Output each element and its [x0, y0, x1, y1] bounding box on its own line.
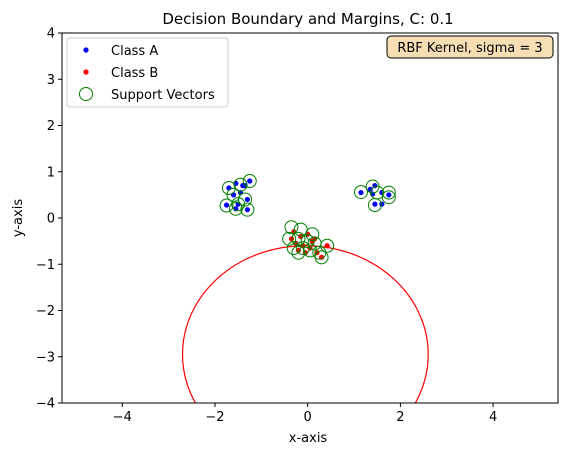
class-a-point: [358, 189, 364, 196]
y-tick-label: −1: [36, 258, 55, 273]
legend-frame: [66, 37, 229, 108]
support-vector-marker: [286, 241, 301, 256]
support-vector-marker: [282, 231, 297, 246]
decision-boundary-curve: [181, 245, 429, 403]
support-vector-marker: [381, 190, 396, 205]
support-vector-marker: [296, 241, 311, 256]
support-vector-marker: [303, 243, 317, 258]
support-vector-marker: [284, 220, 299, 235]
x-tick-label: 2: [396, 410, 404, 425]
class-b-point: [324, 243, 330, 249]
y-tick-label: 2: [47, 119, 55, 134]
chart-title: Decision Boundary and Margins, C: 0.1: [162, 10, 453, 28]
class-a-point: [244, 207, 251, 213]
y-tick-label: 0: [47, 212, 55, 227]
support-vector-marker: [242, 174, 257, 188]
support-vector-marker: [314, 250, 329, 265]
legend-marker-class-b: [83, 69, 89, 75]
class-a-point: [247, 178, 253, 184]
support-vector-marker: [300, 234, 315, 249]
class-a-point: [386, 192, 392, 198]
y-axis-label: y-axis: [11, 199, 26, 237]
support-vector-markers: [219, 174, 396, 265]
y-tick-label: 4: [47, 27, 55, 42]
x-tick-label: 0: [304, 410, 312, 425]
support-vector-marker: [291, 245, 306, 260]
y-tick-label: 3: [47, 73, 55, 88]
support-vector-marker: [219, 198, 234, 213]
x-tick-label: −2: [205, 410, 224, 425]
y-tick-label: −3: [36, 350, 55, 365]
support-vector-marker: [353, 185, 368, 200]
class-a-point: [379, 201, 385, 207]
support-vector-marker: [233, 177, 248, 192]
y-tick-label: −4: [36, 397, 55, 412]
support-vector-marker: [381, 185, 396, 200]
y-axis-ticks: −4 −3 −2 −1 0 1 2 3 4: [36, 27, 62, 412]
legend-label-class-a: Class A: [111, 44, 158, 59]
support-vector-marker: [367, 198, 382, 213]
class-a-point: [223, 202, 230, 208]
class-a-point: [244, 196, 251, 203]
x-tick-label: −4: [113, 410, 132, 425]
legend-marker-class-a: [83, 47, 89, 53]
annotation-box: [386, 35, 554, 59]
support-vector-marker: [240, 202, 255, 217]
support-vector-marker: [291, 231, 306, 246]
plot-area: [181, 174, 429, 403]
legend-label-class-b: Class B: [111, 66, 158, 81]
x-axis-ticks: −4 −2 0 2 4: [113, 403, 497, 425]
x-tick-label: 4: [489, 410, 497, 425]
x-axis-label: x-axis: [289, 431, 328, 446]
support-vector-marker: [320, 238, 335, 253]
support-vector-marker: [228, 201, 243, 216]
annotation-text: RBF Kernel, sigma = 3: [397, 41, 542, 56]
support-vector-marker: [305, 227, 320, 242]
legend-marker-support-vectors: [79, 87, 93, 101]
legend: Class A Class B Support Vectors: [66, 37, 229, 108]
y-tick-label: −2: [36, 304, 55, 319]
class-a-point: [372, 201, 378, 207]
legend-label-support-vectors: Support Vectors: [111, 88, 215, 103]
kernel-annotation: RBF Kernel, sigma = 3: [386, 35, 554, 59]
class-a-point: [367, 186, 373, 192]
y-tick-label: 1: [47, 165, 55, 180]
support-vector-marker: [238, 192, 253, 207]
